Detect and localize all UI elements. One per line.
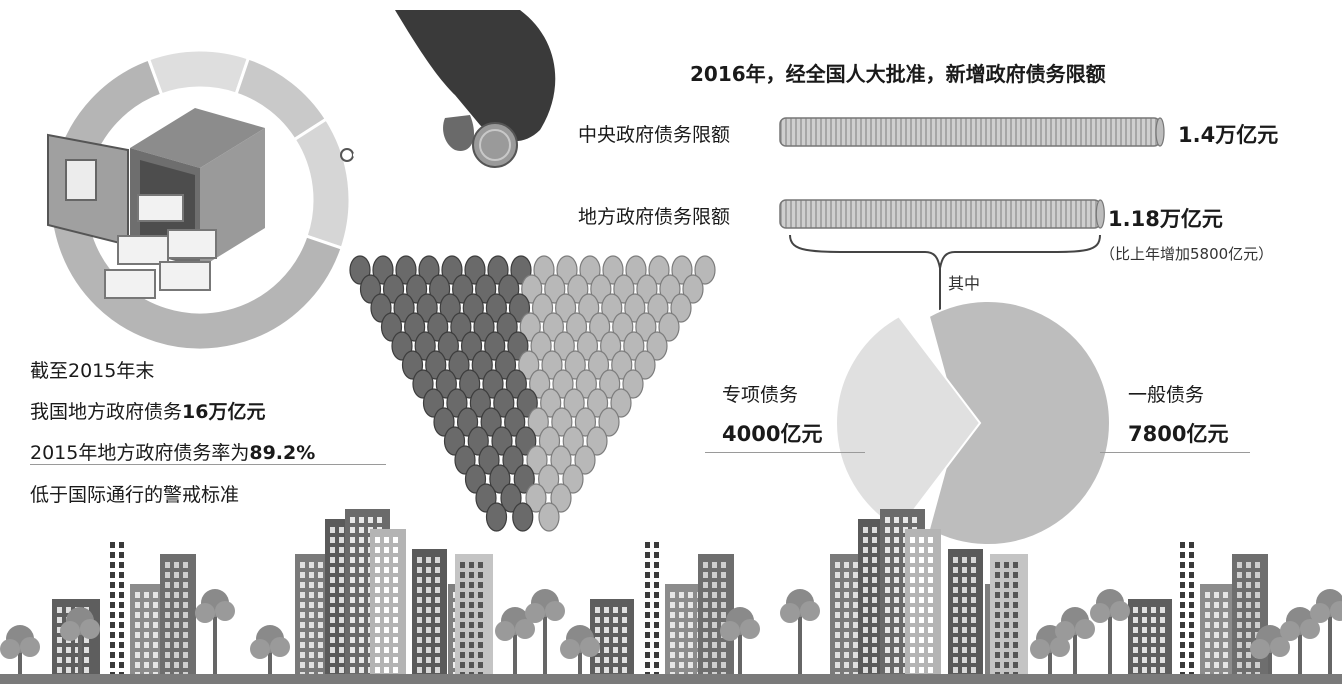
special-debt-underline bbox=[705, 452, 865, 453]
debt-limit-bars bbox=[780, 118, 1164, 228]
special-debt-value: 4000亿元 bbox=[722, 418, 822, 448]
general-debt-label: 一般债务 bbox=[1128, 380, 1204, 407]
general-debt-value: 7800亿元 bbox=[1128, 418, 1228, 448]
left-text-underline bbox=[30, 464, 386, 465]
donut-segment-remaining bbox=[149, 50, 249, 95]
left-text-line2: 我国地方政府债务16万亿元 bbox=[30, 397, 265, 424]
central-debt-bar bbox=[780, 118, 1160, 146]
left-text-line1: 截至2015年末 bbox=[30, 356, 154, 383]
general-debt-underline bbox=[1100, 452, 1250, 453]
local-debt-bar bbox=[780, 200, 1100, 228]
debt-type-pie bbox=[836, 301, 1110, 545]
local-debt-increase-note: （比上年增加5800亿元） bbox=[1100, 243, 1273, 264]
local-debt-value: 1.18万亿元 bbox=[1108, 203, 1223, 233]
city-skyline-illustration bbox=[0, 509, 1342, 684]
donut-segment-b bbox=[294, 119, 350, 248]
bracket bbox=[790, 235, 1100, 312]
bracket-label: 其中 bbox=[948, 270, 980, 294]
central-debt-label: 中央政府债务限额 bbox=[578, 120, 730, 147]
hand-with-coin-icon bbox=[395, 10, 555, 167]
central-debt-value: 1.4万亿元 bbox=[1178, 119, 1278, 149]
chart-title: 2016年，经全国人大批准，新增政府债务限额 bbox=[690, 58, 1106, 87]
local-debt-label: 地方政府债务限额 bbox=[578, 202, 730, 229]
special-debt-label: 专项债务 bbox=[722, 380, 798, 407]
left-text-line4: 低于国际通行的警戒标准 bbox=[30, 480, 239, 507]
coin-stack-illustration bbox=[350, 256, 715, 531]
left-text-line3: 2015年地方政府债务率为89.2% bbox=[30, 438, 315, 465]
